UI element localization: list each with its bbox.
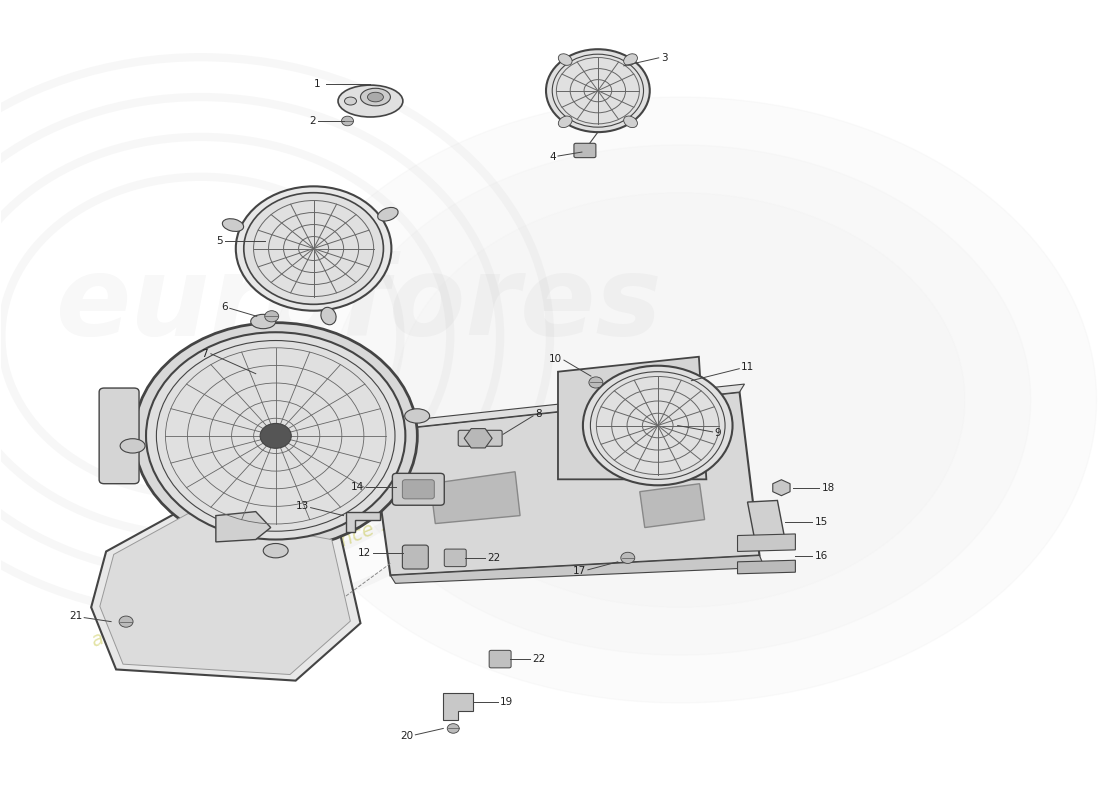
FancyBboxPatch shape (444, 549, 466, 566)
Polygon shape (395, 193, 965, 607)
Circle shape (546, 50, 650, 132)
Polygon shape (737, 560, 795, 574)
Polygon shape (91, 508, 361, 681)
Ellipse shape (405, 409, 430, 423)
Text: 12: 12 (359, 548, 372, 558)
Ellipse shape (338, 85, 403, 117)
Text: 20: 20 (400, 731, 414, 742)
FancyBboxPatch shape (459, 430, 502, 446)
Polygon shape (216, 512, 271, 542)
Polygon shape (329, 145, 1031, 655)
Text: 14: 14 (351, 482, 364, 492)
Text: 4: 4 (549, 152, 556, 162)
Text: 22: 22 (487, 553, 500, 563)
Polygon shape (558, 357, 706, 479)
Ellipse shape (624, 54, 637, 66)
Ellipse shape (263, 543, 288, 558)
Circle shape (119, 616, 133, 627)
Circle shape (583, 366, 733, 486)
Text: 3: 3 (661, 53, 668, 63)
Ellipse shape (624, 116, 637, 127)
Ellipse shape (377, 207, 398, 221)
Text: 11: 11 (741, 362, 755, 372)
Polygon shape (737, 534, 795, 551)
FancyBboxPatch shape (99, 388, 139, 484)
Polygon shape (443, 693, 473, 721)
Polygon shape (430, 472, 520, 523)
Ellipse shape (251, 314, 276, 329)
Text: 5: 5 (217, 235, 223, 246)
Text: 15: 15 (814, 517, 827, 527)
Circle shape (235, 186, 392, 310)
Circle shape (146, 332, 406, 539)
FancyBboxPatch shape (403, 480, 434, 499)
Polygon shape (390, 555, 764, 583)
Text: 16: 16 (814, 551, 827, 562)
Ellipse shape (321, 307, 337, 325)
Circle shape (260, 423, 292, 448)
Circle shape (265, 310, 278, 322)
Text: 6: 6 (221, 302, 228, 312)
Ellipse shape (120, 438, 145, 453)
Circle shape (588, 377, 603, 388)
Text: 18: 18 (822, 482, 835, 493)
Text: 19: 19 (500, 697, 514, 707)
Polygon shape (371, 384, 745, 432)
Text: eurofores: eurofores (56, 251, 663, 358)
Text: 7: 7 (201, 349, 208, 358)
Ellipse shape (222, 218, 243, 231)
Ellipse shape (559, 54, 572, 66)
Ellipse shape (559, 116, 572, 127)
Text: 2: 2 (309, 116, 316, 126)
Text: a passion for motor parts since 1985: a passion for motor parts since 1985 (89, 499, 429, 651)
Text: 13: 13 (296, 501, 309, 511)
Circle shape (620, 552, 635, 563)
Circle shape (244, 193, 384, 304)
Ellipse shape (344, 97, 356, 105)
FancyBboxPatch shape (574, 143, 596, 158)
Text: 9: 9 (715, 429, 722, 438)
FancyBboxPatch shape (490, 650, 512, 668)
Circle shape (134, 322, 417, 549)
Circle shape (448, 724, 459, 734)
Text: 10: 10 (549, 354, 562, 363)
Ellipse shape (361, 88, 390, 106)
Polygon shape (345, 512, 381, 531)
Circle shape (341, 116, 353, 126)
Polygon shape (640, 484, 705, 527)
Polygon shape (748, 501, 785, 543)
Polygon shape (100, 514, 350, 674)
FancyBboxPatch shape (393, 474, 444, 506)
Text: 1: 1 (314, 78, 320, 89)
Text: 17: 17 (573, 566, 586, 577)
FancyBboxPatch shape (403, 545, 428, 569)
Text: 22: 22 (532, 654, 546, 664)
Ellipse shape (367, 92, 384, 102)
Text: 21: 21 (69, 611, 82, 621)
Polygon shape (371, 392, 759, 575)
Polygon shape (263, 97, 1097, 703)
Text: 8: 8 (535, 410, 541, 419)
